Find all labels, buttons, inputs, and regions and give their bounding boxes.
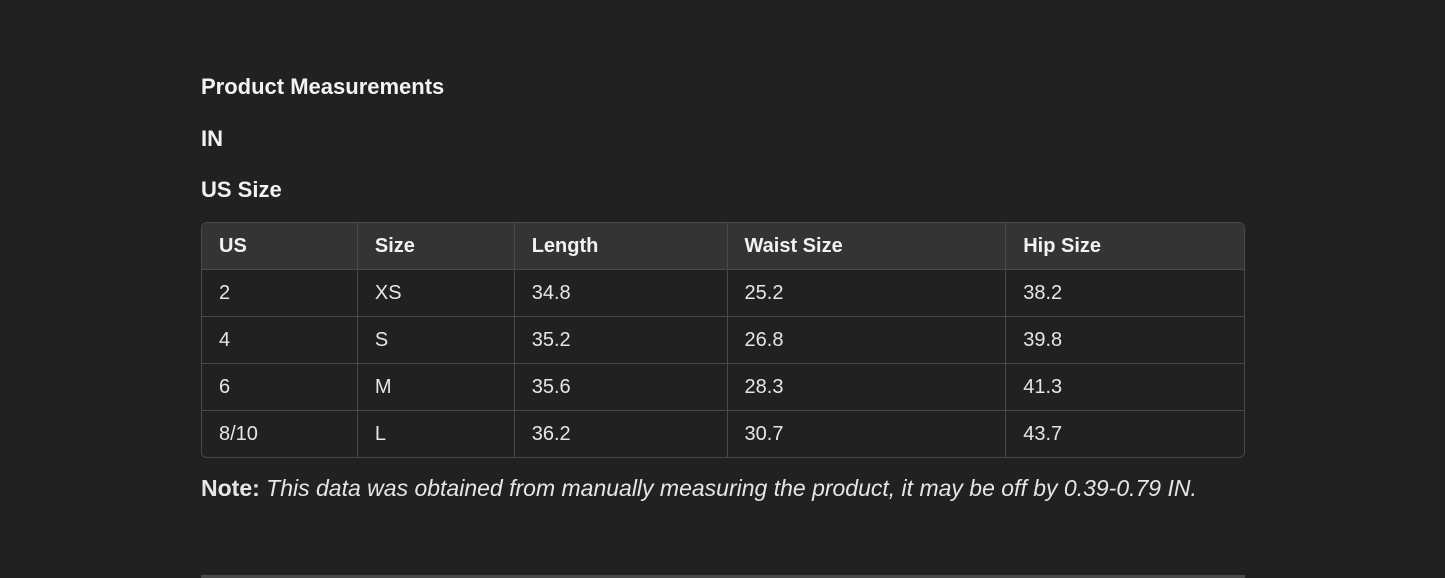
note-text: This data was obtained from manually mea… (266, 475, 1197, 501)
table-cell: 2 (202, 270, 358, 317)
table-cell: 4 (202, 317, 358, 364)
column-header: Length (514, 223, 728, 270)
table-cell: 35.2 (514, 317, 728, 364)
column-header: Size (357, 223, 515, 270)
divider (201, 575, 1245, 578)
note-label: Note: (201, 475, 260, 501)
table-cell: 30.7 (727, 411, 1007, 457)
column-header: Waist Size (727, 223, 1007, 270)
table-row: 8/10 L 36.2 30.7 43.7 (202, 411, 1244, 457)
table-cell: 39.8 (1006, 317, 1244, 364)
table-cell: 26.8 (727, 317, 1007, 364)
table-cell: 36.2 (514, 411, 728, 457)
table-row: 6 M 35.6 28.3 41.3 (202, 364, 1244, 411)
column-header: Hip Size (1006, 223, 1244, 270)
table-cell: 43.7 (1006, 411, 1244, 457)
unit-label: IN (201, 126, 223, 151)
table-cell: 35.6 (514, 364, 728, 411)
size-system-label: US Size (201, 177, 282, 202)
table-cell: 28.3 (727, 364, 1007, 411)
table-row: 2 XS 34.8 25.2 38.2 (202, 270, 1244, 317)
table-cell: 34.8 (514, 270, 728, 317)
table-header-row: US Size Length Waist Size Hip Size (202, 223, 1244, 270)
note: Note: This data was obtained from manual… (201, 475, 1197, 502)
table-cell: S (357, 317, 515, 364)
column-header: US (202, 223, 358, 270)
table-cell: L (357, 411, 515, 457)
table-cell: 25.2 (727, 270, 1007, 317)
measurements-table: US Size Length Waist Size Hip Size 2 XS 34… (201, 222, 1245, 458)
table-row: 4 S 35.2 26.8 39.8 (202, 317, 1244, 364)
table-cell: 38.2 (1006, 270, 1244, 317)
table-cell: 8/10 (202, 411, 358, 457)
table-cell: 41.3 (1006, 364, 1244, 411)
table-cell: XS (357, 270, 515, 317)
table-cell: 6 (202, 364, 358, 411)
table-cell: M (357, 364, 515, 411)
section-title: Product Measurements (201, 74, 445, 99)
